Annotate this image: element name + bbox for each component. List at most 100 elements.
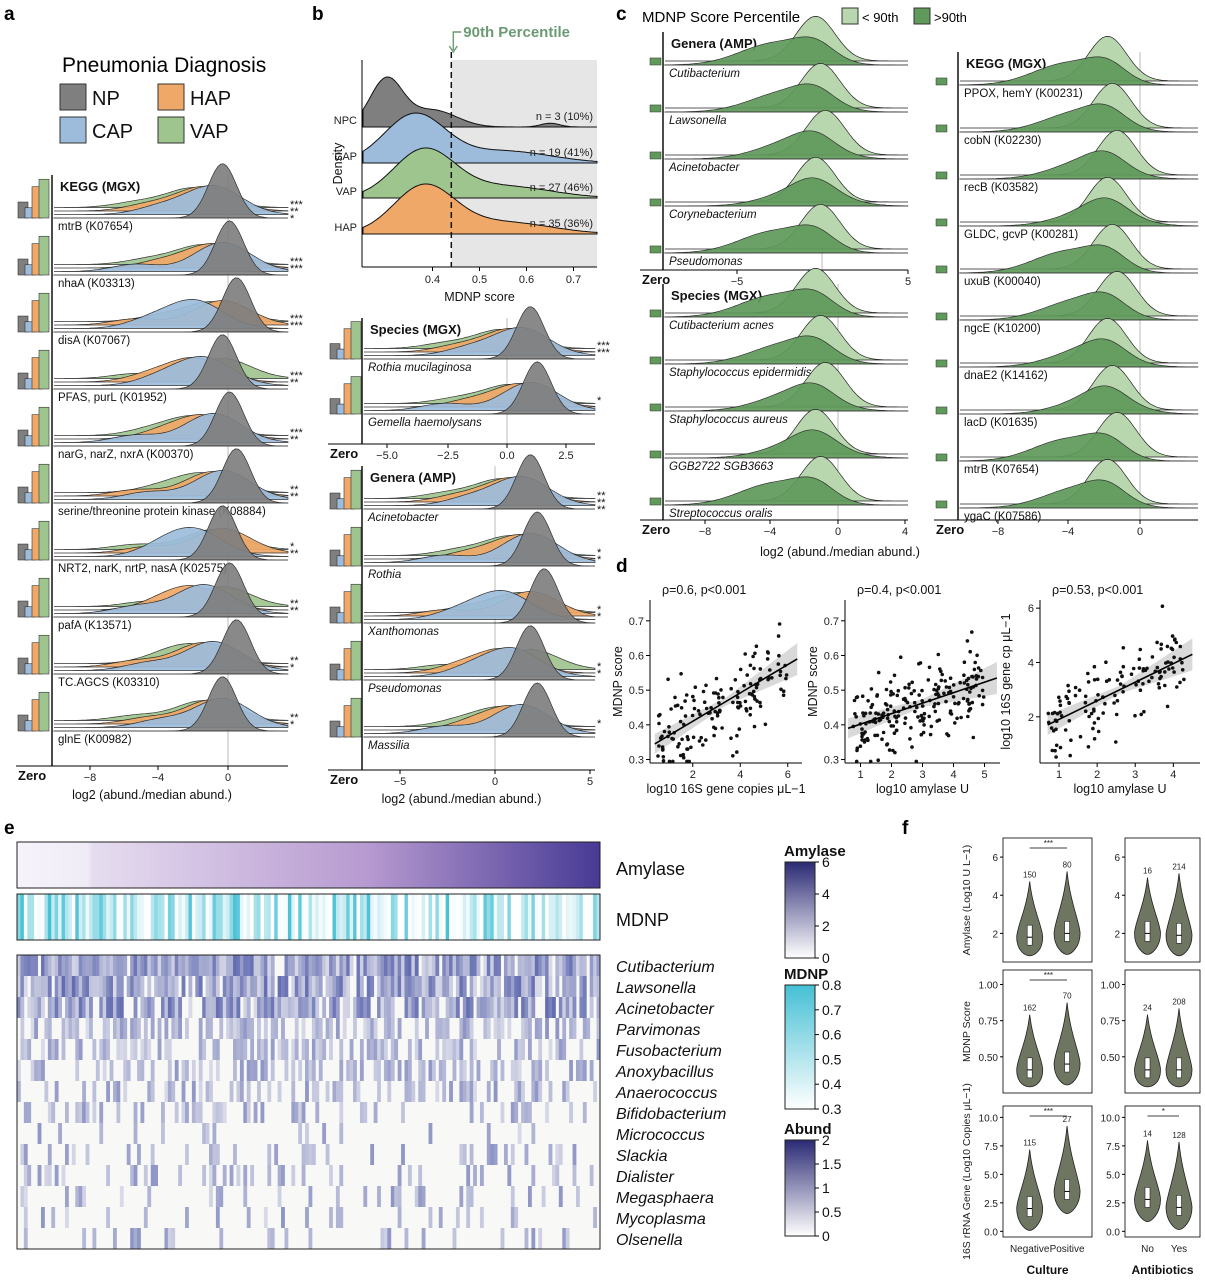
- heatmap-cell: [150, 1060, 155, 1081]
- data-point: [962, 681, 967, 685]
- heatmap-cell: [294, 997, 299, 1018]
- heatmap-cell: [58, 976, 62, 997]
- heatmap-cell: [71, 955, 76, 976]
- heatmap-cell: [305, 1123, 309, 1144]
- y-tick-label: 10.0: [1101, 1113, 1121, 1124]
- heatmap-cell: [486, 1144, 491, 1165]
- heatmap-cell: [366, 955, 371, 976]
- heatmap-cell: [538, 976, 543, 997]
- heatmap-cell: [459, 1039, 464, 1060]
- data-point: [947, 685, 952, 690]
- heatmap-cell: [404, 955, 409, 976]
- heatmap-cell: [414, 1018, 419, 1039]
- heatmap-cell: [473, 955, 477, 976]
- data-point: [1163, 670, 1167, 674]
- heatmap-cell: [51, 1207, 56, 1228]
- sig-stars: **: [597, 504, 606, 516]
- heatmap-cell: [181, 1081, 186, 1102]
- heatmap-cell: [521, 955, 525, 976]
- mdnp-cell: [291, 894, 296, 940]
- data-point: [874, 711, 878, 715]
- heatmap-cell: [209, 1018, 213, 1039]
- ridge-high: [959, 103, 1198, 133]
- mdnp-cell: [178, 894, 183, 940]
- zero-bar: [350, 583, 362, 624]
- sig-stars: *: [1162, 1107, 1165, 1116]
- heatmap-cell: [212, 1144, 217, 1165]
- heatmap-cell: [95, 976, 100, 997]
- heatmap-cell: [277, 976, 282, 997]
- heatmap-cell: [130, 976, 134, 997]
- mdnp-cell: [479, 894, 484, 940]
- heatmap-cell: [222, 1102, 227, 1123]
- legend-label-low: < 90th: [862, 10, 899, 25]
- data-point: [1155, 640, 1159, 645]
- mdnp-cell: [469, 894, 474, 940]
- heatmap-cell: [23, 955, 28, 976]
- heatmap-cell: [44, 955, 49, 976]
- violin-count: 208: [1172, 997, 1186, 1006]
- mdnp-cell: [164, 894, 169, 940]
- heatmap-cell: [58, 955, 62, 976]
- heatmap-cell: [394, 1186, 399, 1207]
- mdnp-cell: [373, 894, 378, 940]
- heatmap-cell: [219, 997, 224, 1018]
- mdnp-cell: [161, 894, 165, 940]
- heatmap-cell: [377, 1186, 381, 1207]
- y-tick-label: 0.0: [1106, 1227, 1120, 1238]
- heatmap-cell: [137, 976, 141, 997]
- ridge-high: [664, 224, 908, 254]
- heatmap-cell: [250, 1165, 255, 1186]
- heatmap-row-label: Parvimonas: [616, 1022, 700, 1039]
- heatmap-cell: [325, 1081, 330, 1102]
- heatmap-cell: [538, 1228, 543, 1249]
- heatmap-cell: [23, 976, 28, 997]
- heatmap-cell: [397, 1018, 402, 1039]
- heatmap-cell: [497, 1018, 501, 1039]
- heatmap-cell: [421, 976, 426, 997]
- heatmap-cell: [565, 1081, 570, 1102]
- heatmap-cell: [425, 955, 429, 976]
- violin-box: [1064, 1179, 1070, 1200]
- heatmap-cell: [534, 1060, 539, 1081]
- data-point: [868, 711, 872, 715]
- data-point: [1052, 710, 1057, 715]
- heatmap-cell: [356, 976, 361, 997]
- heatmap-cell: [500, 997, 505, 1018]
- heatmap-cell: [274, 1018, 279, 1039]
- heatmap-cell: [65, 1144, 69, 1165]
- heatmap-cell: [377, 1039, 381, 1060]
- heatmap-cell: [106, 1018, 110, 1039]
- heatmap-cell: [397, 976, 402, 997]
- mdnp-cell: [551, 894, 556, 940]
- heatmap-cell: [469, 1102, 474, 1123]
- heatmap-cell: [167, 955, 172, 976]
- heatmap-cell: [332, 997, 337, 1018]
- heatmap-cell: [359, 955, 364, 976]
- heatmap-cell: [558, 1039, 563, 1060]
- zero-bar: [38, 520, 50, 561]
- mdnp-cell: [287, 894, 292, 940]
- data-point: [701, 743, 705, 747]
- sig-stars: *: [597, 554, 602, 566]
- heatmap-cell: [562, 955, 567, 976]
- mdnp-cell: [318, 894, 323, 940]
- y-tick-label: 4: [1028, 657, 1034, 669]
- heatmap-cell: [250, 1018, 255, 1039]
- heatmap-cell: [195, 976, 200, 997]
- data-point: [970, 630, 974, 634]
- data-point: [892, 731, 897, 735]
- heatmap-cell: [315, 1081, 320, 1102]
- zero-bar-high: [935, 77, 948, 86]
- mdnp-cell: [154, 894, 159, 940]
- heatmap-cell: [253, 1060, 258, 1081]
- heatmap-cell: [65, 1018, 69, 1039]
- heatmap-cell: [373, 955, 378, 976]
- violin-count: 14: [1143, 1129, 1152, 1138]
- heatmap-cell: [418, 976, 423, 997]
- x-axis-title: log2 (abund./median abund.): [72, 788, 232, 802]
- y-tick-label: 0.50: [979, 1053, 999, 1064]
- mdnp-cell: [140, 894, 145, 940]
- mdnp-cell: [137, 894, 141, 940]
- heatmap-cell: [133, 1228, 138, 1249]
